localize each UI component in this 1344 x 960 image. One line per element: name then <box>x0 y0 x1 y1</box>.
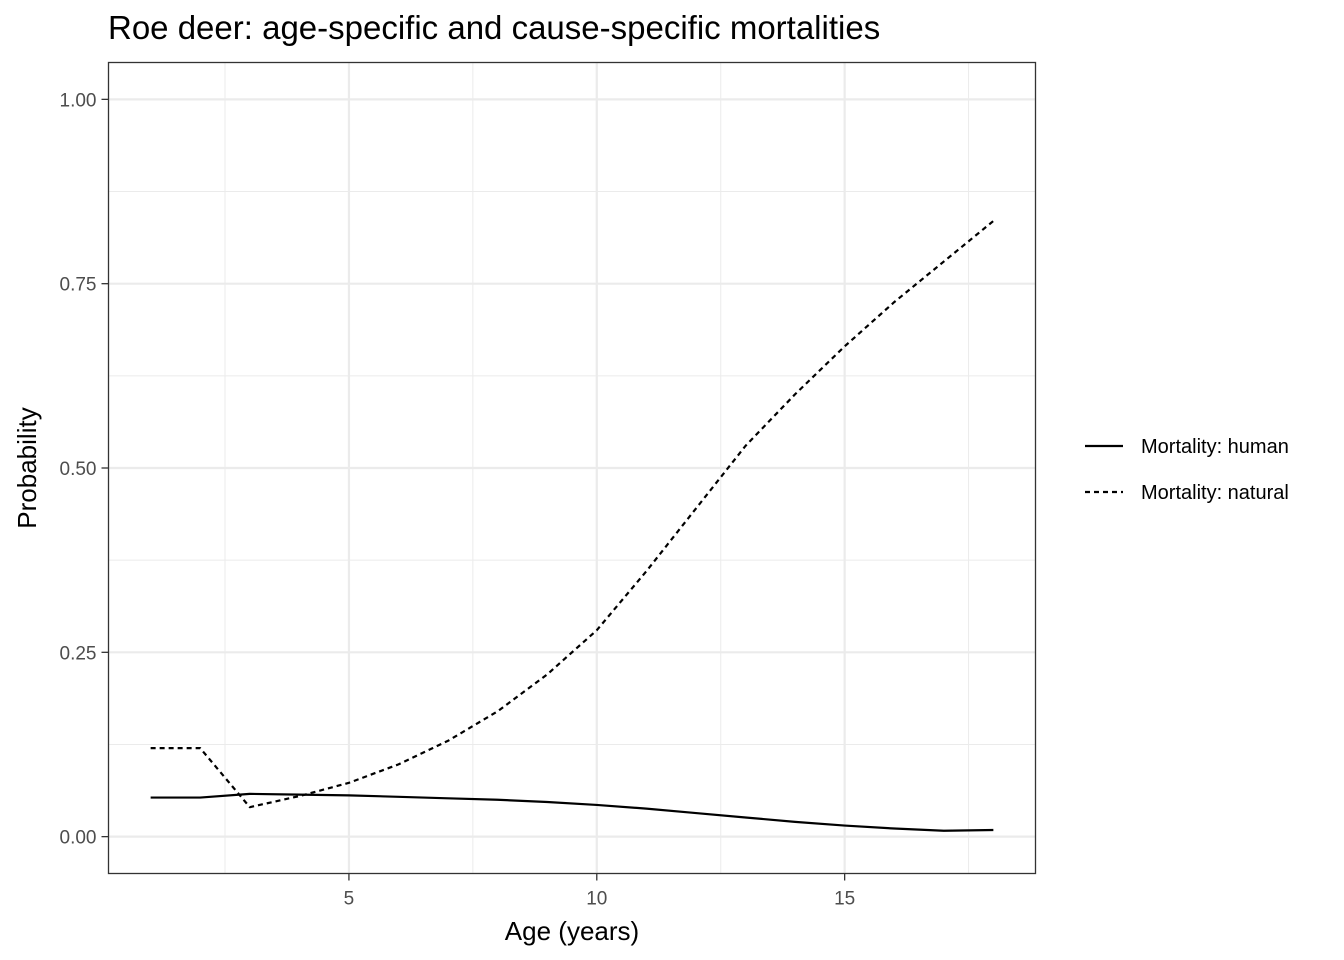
y-tick-label: 0.75 <box>60 275 97 296</box>
x-tick-label: 15 <box>834 889 855 910</box>
chart-title: Roe deer: age-specific and cause-specifi… <box>108 9 880 46</box>
legend-label: Mortality: human <box>1141 436 1289 458</box>
y-tick-label: 0.00 <box>60 828 97 849</box>
major-gridlines <box>108 62 1036 874</box>
y-tick-label: 0.25 <box>60 643 97 664</box>
legend-label: Mortality: natural <box>1141 482 1289 504</box>
x-axis: 5 10 15 <box>344 873 855 910</box>
x-tick-label: 5 <box>344 889 355 910</box>
series-lines <box>150 220 995 832</box>
series-line-human <box>150 792 994 832</box>
legend: Mortality: human Mortality: natural <box>1085 436 1289 504</box>
y-axis-title: Probability <box>12 407 42 528</box>
series-line-natural <box>150 220 995 809</box>
x-axis-title: Age (years) <box>505 916 639 946</box>
x-tick-label: 10 <box>586 889 607 910</box>
y-tick-label: 0.50 <box>60 459 97 480</box>
minor-gridlines <box>108 62 1036 874</box>
y-axis: 0.00 0.25 0.50 0.75 1.00 <box>60 90 109 849</box>
y-tick-label: 1.00 <box>60 90 97 111</box>
